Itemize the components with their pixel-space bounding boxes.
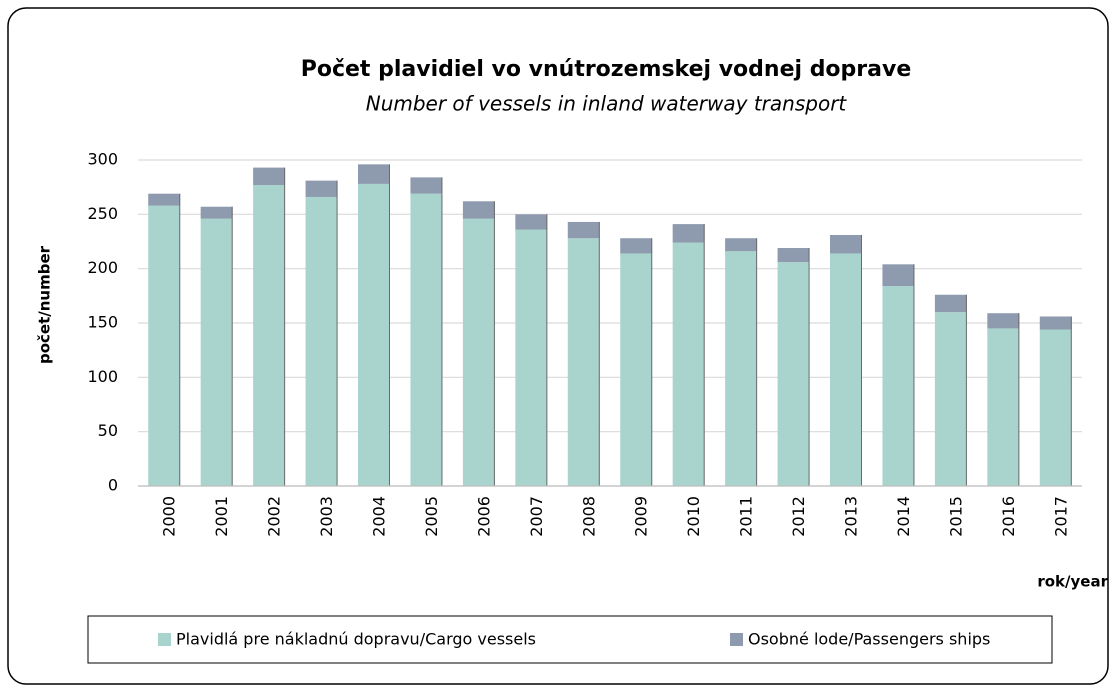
- x-tick-label: 2014: [894, 496, 913, 537]
- x-tick-label: 2007: [527, 496, 546, 537]
- y-tick-label: 300: [87, 150, 118, 169]
- bar-segment: [987, 328, 1020, 486]
- x-tick-label: 2012: [789, 496, 808, 537]
- bar-segment: [672, 224, 705, 243]
- x-tick-label: 2017: [1051, 496, 1070, 537]
- bar-segment: [1039, 329, 1072, 486]
- x-tick-label: 2011: [737, 496, 756, 537]
- x-tick-label: 2013: [842, 496, 861, 537]
- legend-box: [87, 615, 1053, 664]
- bar-segment: [253, 184, 286, 486]
- legend-label: Osobné lode/Passengers ships: [748, 630, 990, 649]
- bar-segment: [882, 264, 915, 287]
- x-tick-label: 2008: [579, 496, 598, 537]
- bar-segment: [987, 313, 1020, 329]
- bar-segment: [934, 312, 967, 486]
- bar-segment: [462, 218, 495, 486]
- bar-segment: [725, 251, 758, 486]
- bar-segment: [725, 238, 758, 252]
- bar-segment: [200, 206, 233, 219]
- x-tick-label: 2003: [317, 496, 336, 537]
- y-tick-label: 200: [87, 258, 118, 277]
- x-tick-label: 2015: [946, 496, 965, 537]
- x-tick-label: 2000: [160, 496, 179, 537]
- bar-segment: [358, 164, 390, 184]
- chart-subtitle: Number of vessels in inland waterway tra…: [366, 92, 848, 116]
- bar-segment: [830, 234, 862, 254]
- x-tick-label: 2001: [212, 496, 231, 537]
- bar-segment: [620, 238, 653, 254]
- bar-segment: [567, 238, 600, 486]
- bar-segment: [200, 218, 233, 486]
- y-tick-label: 100: [87, 367, 118, 386]
- bar-segment: [410, 177, 443, 194]
- y-tick-label: 0: [108, 476, 118, 495]
- chart-title: Počet plavidiel vo vnútrozemskej vodnej …: [301, 57, 912, 82]
- bar-segment: [305, 196, 338, 487]
- legend-label: Plavidlá pre nákladnú dopravu/Cargo vess…: [176, 630, 536, 649]
- legend-swatch: [158, 633, 171, 646]
- bar-segment: [358, 183, 390, 486]
- x-tick-label: 2005: [422, 496, 441, 537]
- bar-segment: [305, 180, 338, 197]
- x-tick-label: 2010: [684, 496, 703, 537]
- bar-segment: [515, 229, 548, 486]
- x-tick-label: 2002: [265, 496, 284, 537]
- bar-segment: [462, 201, 495, 219]
- bar-segment: [934, 294, 967, 313]
- x-axis-title: rok/year: [1037, 573, 1108, 591]
- y-tick-label: 250: [87, 204, 118, 223]
- bar-segment: [148, 205, 181, 486]
- bar-segment: [1039, 316, 1072, 330]
- legend-swatch: [730, 633, 743, 646]
- bar-segment: [830, 253, 862, 486]
- x-tick-label: 2006: [474, 496, 493, 537]
- bar-segment: [777, 248, 810, 263]
- y-axis-title: počet/number: [36, 245, 54, 364]
- x-tick-label: 2004: [370, 496, 389, 537]
- bar-segment: [253, 167, 286, 185]
- bar-segment: [620, 253, 653, 486]
- x-tick-label: 2016: [999, 496, 1018, 537]
- bar-segment: [777, 262, 810, 486]
- bar-segment: [515, 214, 548, 230]
- bar-segment: [148, 193, 181, 206]
- bar-segment: [567, 221, 600, 239]
- bar-segment: [672, 242, 705, 486]
- bar-segment: [410, 193, 443, 487]
- y-tick-label: 50: [98, 421, 118, 440]
- bar-segment: [882, 286, 915, 486]
- x-tick-label: 2009: [632, 496, 651, 537]
- y-tick-label: 150: [87, 313, 118, 332]
